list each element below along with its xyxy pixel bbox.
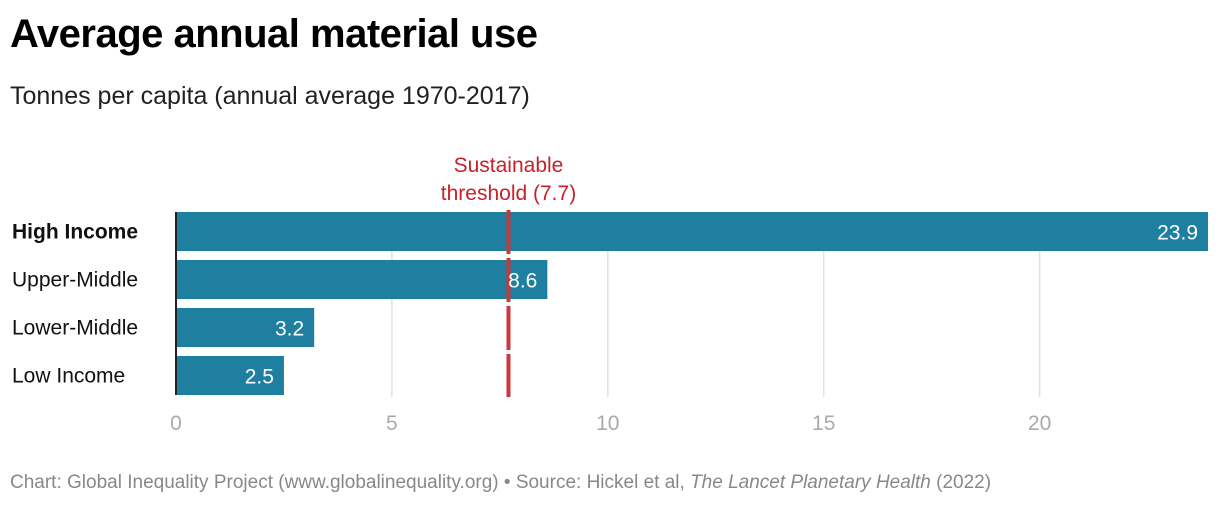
category-label: Lower-Middle (12, 317, 138, 340)
bar (176, 308, 315, 347)
x-tick-label: 0 (170, 412, 182, 435)
chart-title: Average annual material use (10, 12, 538, 56)
footer-year: (2022) (930, 472, 992, 493)
category-label: Upper-Middle (12, 269, 138, 292)
x-tick-label: 20 (1028, 412, 1051, 435)
bar (176, 260, 548, 299)
value-label: 2.5 (245, 366, 274, 389)
footer-journal: The Lancet Planetary Health (690, 472, 931, 493)
value-label: 3.2 (275, 318, 304, 341)
threshold-label: threshold (7.7) (441, 182, 576, 205)
category-label: Low Income (12, 365, 125, 388)
bar (176, 356, 284, 395)
x-tick-label: 10 (596, 412, 619, 435)
value-label: 23.9 (1157, 222, 1198, 245)
category-label: High Income (12, 221, 138, 244)
chart-subtitle: Tonnes per capita (annual average 1970-2… (10, 82, 530, 110)
value-label: 8.6 (508, 270, 537, 293)
bar (176, 212, 1208, 251)
x-tick-label: 15 (812, 412, 835, 435)
x-tick-label: 5 (386, 412, 398, 435)
bar-chart: 0 5 10 15 20 High Income Upper-Middle Lower-Mid… (12, 154, 1208, 435)
footer-source: Chart: Global Inequality Project (www.gl… (10, 472, 691, 493)
threshold-label: Sustainable (454, 154, 564, 177)
chart-footer: Chart: Global Inequality Project (www.gl… (10, 472, 991, 494)
